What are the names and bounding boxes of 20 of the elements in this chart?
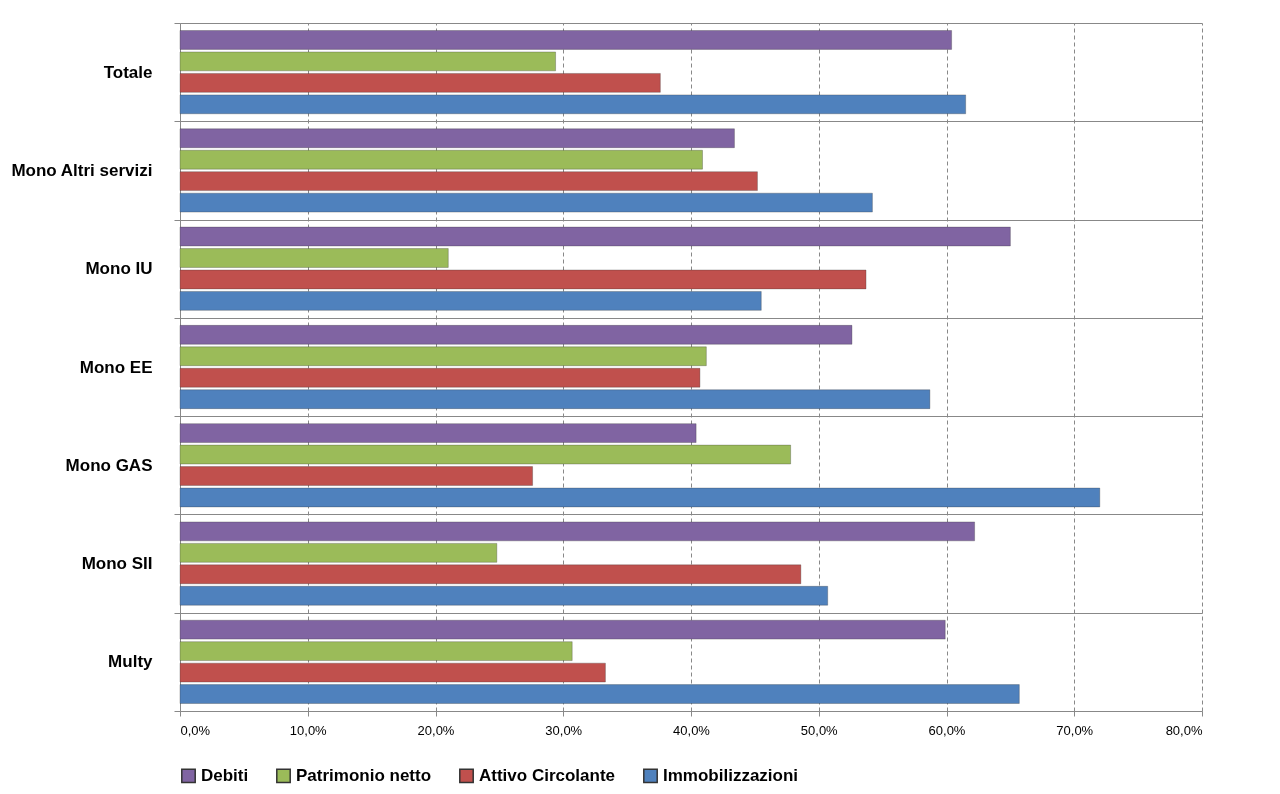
y-tick-label: Multy (108, 652, 154, 672)
x-tick-label: 50,0% (800, 722, 839, 738)
x-tick-label: 70,0% (1056, 722, 1094, 738)
x-tick-label: 20,0% (417, 722, 455, 738)
legend-label: Patrimonio netto (296, 765, 432, 785)
y-tick-label: Mono EE (79, 357, 153, 377)
y-tick-label: Totale (103, 62, 153, 82)
legend-label: Immobilizzazioni (663, 765, 799, 785)
y-tick-label: Mono Altri servizi (11, 160, 153, 180)
legend-label: Debiti (201, 765, 249, 785)
legend-label: Attivo Circolante (479, 765, 616, 785)
x-tick-label: 10,0% (289, 722, 328, 738)
y-tick-label: Mono IU (85, 259, 153, 279)
x-tick-label: 60,0% (928, 722, 966, 738)
x-tick-label: 0,0% (180, 722, 211, 738)
x-tick-label: 80,0% (1165, 722, 1203, 738)
x-tick-label: 30,0% (545, 722, 583, 738)
y-tick-label: Mono SII (81, 554, 153, 574)
x-tick-label: 40,0% (673, 722, 711, 738)
y-tick-label: Mono GAS (65, 455, 153, 475)
